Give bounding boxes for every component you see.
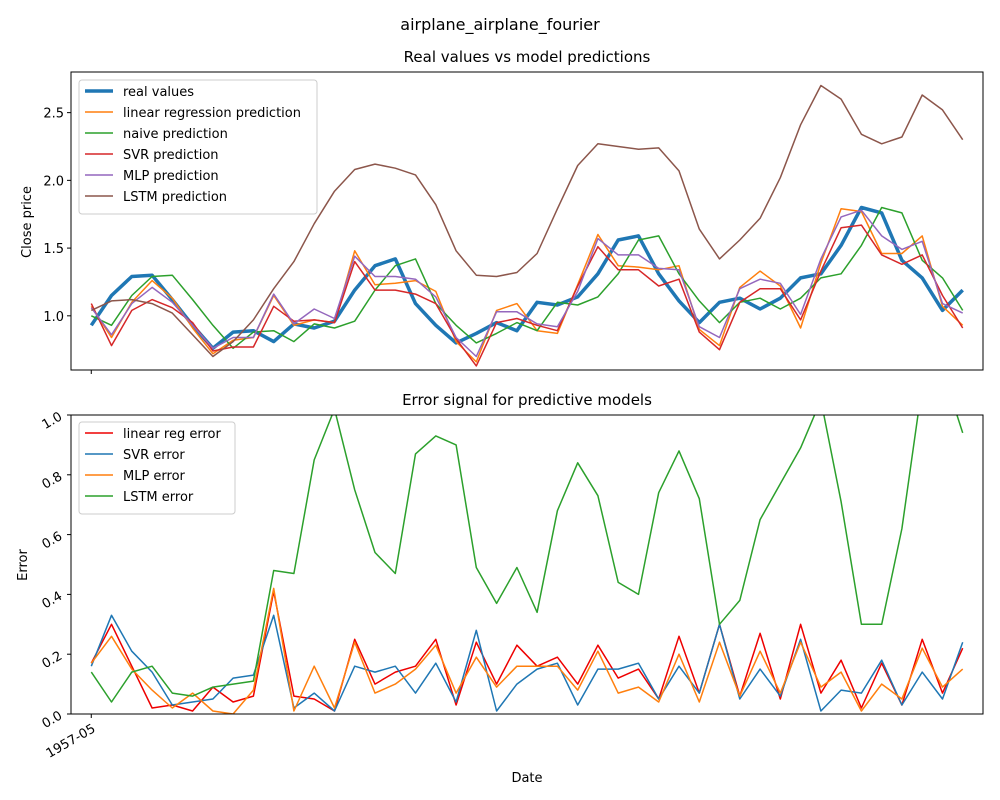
legend-label-naive-prediction: naive prediction (123, 127, 228, 142)
bottom-panel-ylabel: Error (16, 549, 31, 581)
y-tick-label: 0.4 (40, 589, 65, 612)
top-panel-series (89, 84, 964, 367)
bottom-panel: Error signal for predictive models Error… (16, 391, 984, 786)
legend-label-lstm-error: LSTM error (123, 490, 194, 505)
figure-suptitle: airplane_airplane_fourier (400, 15, 600, 35)
series-line-linear-reg-error (90, 590, 964, 712)
top-panel-ylabel: Close price (20, 186, 35, 258)
legend-label-real-values: real values (123, 85, 194, 100)
series-line-naive-prediction (90, 206, 964, 350)
y-tick-label: 1.5 (43, 242, 64, 257)
top-panel-ticks: 1.0 1.5 2.0 2.5 (43, 107, 92, 374)
axes-frame (70, 71, 984, 371)
top-panel-title: Real values vs model predictions (404, 48, 651, 66)
legend-label-lstm-prediction: LSTM prediction (123, 190, 227, 205)
bottom-panel-legend: linear reg error SVR error MLP error LSTM e… (78, 421, 236, 515)
legend-box (78, 79, 318, 215)
series-line-svr-error (90, 614, 964, 712)
top-panel: Real values vs model predictions Close p… (20, 48, 984, 374)
legend-label-mlp-prediction: MLP prediction (123, 169, 219, 184)
legend-label-mlp-error: MLP error (123, 469, 186, 484)
axes-frame (70, 414, 984, 715)
legend-box (78, 421, 236, 515)
y-tick-label: 0.8 (40, 469, 65, 492)
y-tick-label: 1.0 (43, 310, 64, 325)
series-line-lstm-prediction (90, 84, 964, 358)
y-tick-label: 2.5 (43, 107, 64, 122)
legend-label-svr-error: SVR error (123, 448, 185, 463)
y-tick-label: 0.6 (40, 529, 65, 552)
series-line-svr-prediction (90, 224, 964, 367)
top-panel-legend: real values linear regression prediction n… (78, 79, 318, 215)
bottom-panel-series (90, 415, 964, 714)
series-line-lstm-error (90, 415, 964, 703)
series-line-mlp-error (90, 587, 964, 714)
y-tick-label: 0.0 (40, 708, 65, 731)
legend-label-linear-regression-prediction: linear regression prediction (123, 106, 301, 121)
bottom-panel-title: Error signal for predictive models (402, 391, 652, 409)
y-tick-label: 0.2 (40, 649, 65, 672)
legend-label-svr-prediction: SVR prediction (123, 148, 219, 163)
y-tick-label: 1.0 (40, 409, 65, 432)
y-tick-label: 2.0 (43, 174, 64, 189)
bottom-panel-xlabel: Date (511, 771, 542, 786)
legend-label-linear-reg-error: linear reg error (123, 427, 221, 442)
